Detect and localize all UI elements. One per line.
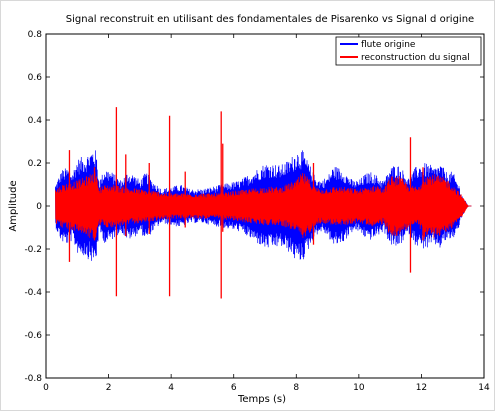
- chart-title: Signal reconstruit en utilisant des fond…: [66, 14, 474, 25]
- legend-label-reconstruction: reconstruction du signal: [361, 53, 470, 63]
- plot-frame: [45, 33, 485, 379]
- y-tick-label: 0.6: [28, 73, 43, 83]
- y-tick-label: -0.8: [24, 374, 42, 384]
- x-tick-label: 0: [43, 383, 49, 393]
- y-tick-label: 0.2: [28, 159, 42, 169]
- y-tick-label: 0: [36, 202, 42, 212]
- y-tick-labels: -0.8 -0.6 -0.4 -0.2 0 0.2 0.4 0.6 0.8: [24, 30, 42, 384]
- legend-box: [335, 36, 482, 66]
- series-1-line: [55, 172, 472, 239]
- x-tick-label: 6: [231, 383, 237, 393]
- y-tick-label: 0.4: [28, 116, 43, 126]
- x-tick-label: 12: [416, 383, 427, 393]
- y-axis-label: Amplitude: [8, 180, 19, 231]
- x-tick-label: 14: [478, 383, 490, 393]
- x-tick-label: 2: [106, 383, 112, 393]
- y-tick-label: -0.2: [24, 245, 42, 255]
- y-tick-label: 0.8: [28, 30, 43, 40]
- y-tick-label: -0.6: [24, 331, 42, 341]
- y-tick-label: -0.4: [24, 288, 42, 298]
- legend-label-flute: flute origine: [361, 40, 416, 50]
- x-tick-label: 10: [353, 383, 365, 393]
- series-layer: [55, 107, 472, 299]
- x-tick-label: 4: [168, 383, 174, 393]
- x-axis-label: Temps (s): [237, 394, 286, 405]
- legend: flute origine reconstruction du signal: [335, 36, 482, 66]
- x-tick-labels: 0 2 4 6 8 10 12 14: [43, 383, 490, 393]
- x-tick-label: 8: [293, 383, 299, 393]
